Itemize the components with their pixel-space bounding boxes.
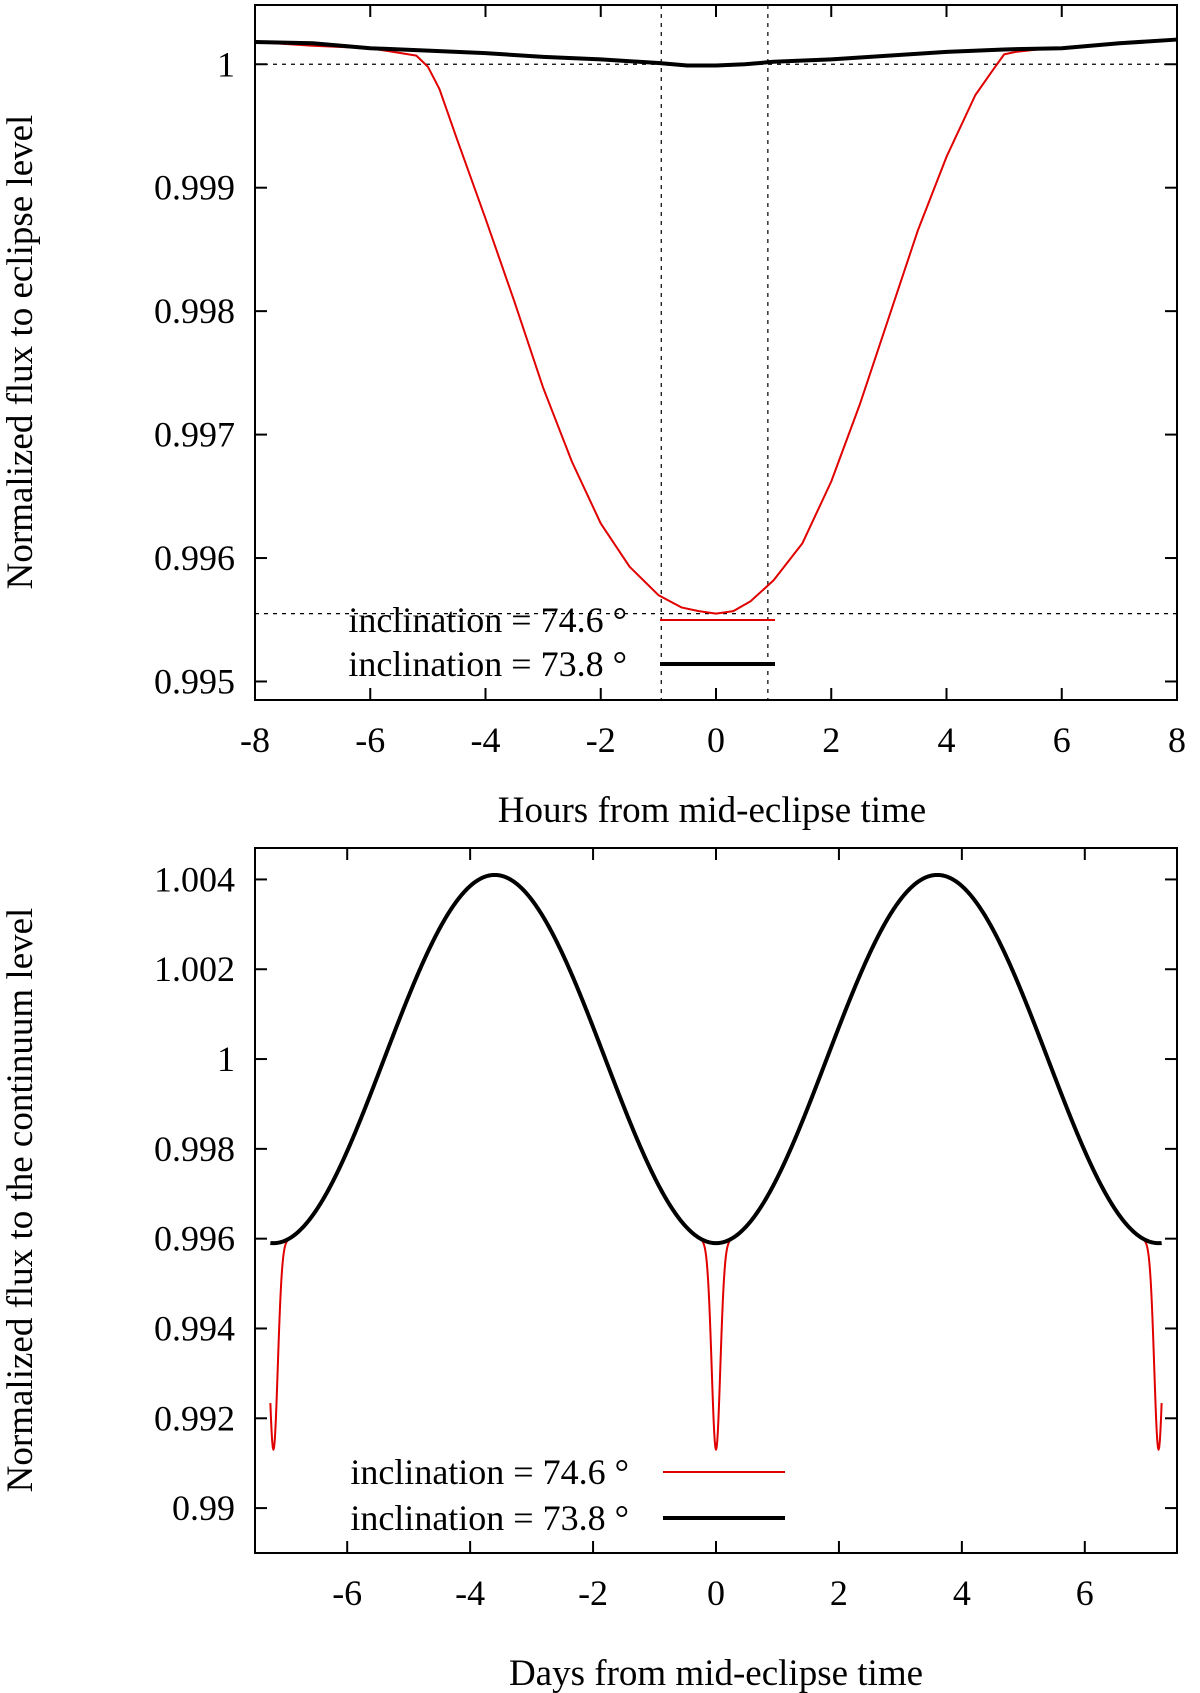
bottom-y-tick-label: 0.996: [154, 1219, 235, 1259]
top-x-tick-label: -2: [586, 720, 616, 760]
top-legend-label-black: inclination = 73.8 °: [348, 644, 627, 684]
bottom-legend-label-black: inclination = 73.8 °: [350, 1498, 629, 1538]
bottom-x-tick-label: 6: [1076, 1573, 1094, 1613]
bottom-x-tick-label: 4: [953, 1573, 971, 1613]
top-x-tick-label: 2: [822, 720, 840, 760]
top-legend: inclination = 74.6 ° inclination = 73.8 …: [348, 600, 775, 684]
bottom-y-tick-label: 0.998: [154, 1129, 235, 1169]
bottom-y-tick-label: 0.994: [154, 1308, 235, 1348]
bottom-x-tick-label: 0: [707, 1573, 725, 1613]
top-x-tick-label: -6: [355, 720, 385, 760]
bottom-y-tick-label: 1.004: [154, 859, 235, 899]
top-y-tick-label: 0.997: [154, 415, 235, 455]
bottom-legend-label-red: inclination = 74.6 °: [350, 1452, 629, 1492]
bottom-x-tick-label: -6: [332, 1573, 362, 1613]
top-x-tick-label: -4: [471, 720, 501, 760]
top-x-tick-label: 6: [1053, 720, 1071, 760]
bottom-series-inclination-74-6: [269, 873, 1163, 1451]
top-y-tick-label: 1: [217, 44, 235, 84]
top-y-tick-label: 0.998: [154, 291, 235, 331]
bottom-plot-frame: [254, 847, 1178, 1554]
bottom-series-inclination-73-8: [268, 872, 1164, 1246]
bottom-y-tick-label: 1: [217, 1039, 235, 1079]
top-plot-frame: [254, 4, 1178, 701]
top-x-tick-label: 8: [1168, 720, 1186, 760]
bottom-x-axis-label: Days from mid-eclipse time: [509, 1653, 923, 1693]
bottom-y-tick-label: 1.002: [154, 949, 235, 989]
bottom-y-axis-label: Normalized flux to the continuum level: [0, 908, 41, 1493]
top-x-tick-label: -8: [240, 720, 270, 760]
bottom-legend: inclination = 74.6 ° inclination = 73.8 …: [350, 1452, 785, 1538]
top-y-axis-label: Normalized flux to eclipse level: [0, 115, 41, 590]
top-chart: -8 -6 -4 -2 0 2 4 6 80.9950.9960.9970.9980.9991 …: [0, 4, 1186, 831]
top-y-tick-label: 0.996: [154, 538, 235, 578]
bottom-y-tick-label: 0.992: [154, 1398, 235, 1438]
bottom-y-tick-label: 0.99: [172, 1488, 235, 1528]
top-y-tick-label: 0.999: [154, 168, 235, 208]
top-y-tick-label: 0.995: [154, 661, 235, 701]
bottom-chart: -6 -4 -2 0 2 4 6 0.99 0.992 0.994 0.996 0.998 1 1.002…: [0, 847, 1178, 1693]
top-x-tick-label: 4: [938, 720, 956, 760]
top-x-tick-label: 0: [707, 720, 725, 760]
top-series-inclination-73-8: [254, 37, 1178, 68]
bottom-x-tick-label: -4: [455, 1573, 485, 1613]
top-series-inclination-74-6: [254, 38, 1178, 615]
bottom-x-tick-label: -2: [578, 1573, 608, 1613]
top-legend-label-red: inclination = 74.6 °: [348, 600, 627, 640]
top-x-axis-label: Hours from mid-eclipse time: [498, 790, 926, 831]
bottom-x-tick-label: 2: [830, 1573, 848, 1613]
